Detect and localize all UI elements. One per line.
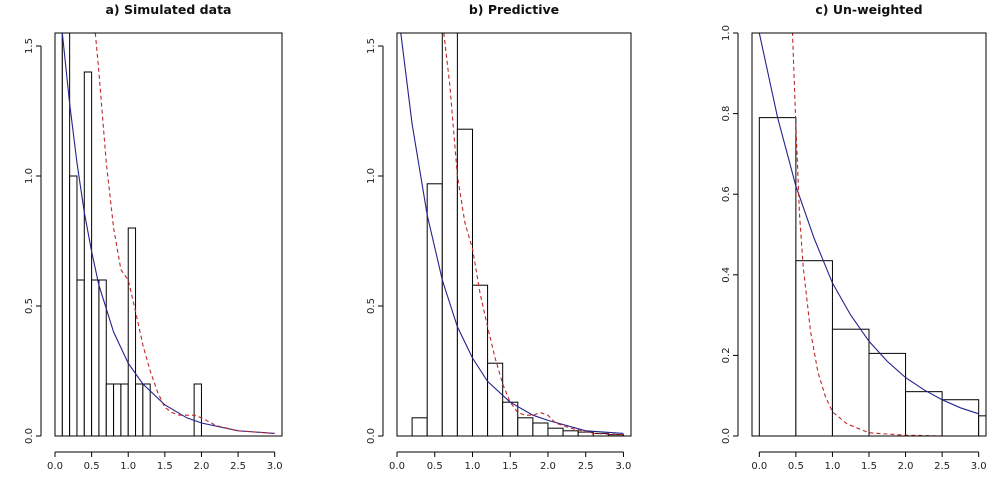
x-tick-label: 0.5 [788, 461, 804, 472]
histogram-bar [978, 415, 986, 436]
histogram-bar [517, 417, 534, 436]
histogram-bar [471, 284, 489, 436]
histogram-bar [98, 279, 107, 436]
x-tick-label: 1.0 [120, 461, 136, 472]
histogram-bar [142, 383, 151, 436]
x-tick-label: 1.0 [824, 461, 840, 472]
histogram-bar [532, 422, 549, 436]
dashed-density-line [94, 33, 275, 434]
x-tick-label: 1.0 [465, 461, 481, 472]
plot-frame [396, 32, 632, 437]
histogram-bar [55, 33, 63, 436]
x-tick-label: 2.5 [934, 461, 950, 472]
histogram-bar [69, 175, 78, 436]
histogram-bar [905, 391, 943, 436]
y-tick-label: 0.0 [366, 428, 377, 444]
dashed-density-line [443, 33, 624, 436]
histogram-bar [113, 383, 122, 436]
panel-c-un-weighted: c) Un-weighted 0.0 0.5 1.0 1.5 2.0 2.5 3.0 0.0 0… [721, 2, 987, 472]
panel-a-simulated-data: a) Simulated data 0.0 0.5 1.0 1.5 2.0 2.5 3.0 0… [24, 2, 283, 472]
x-tick-label: 3.0 [267, 461, 283, 472]
histogram-bar [193, 383, 202, 436]
x-tick-label: 3.0 [971, 461, 987, 472]
y-tick-label: 1.0 [721, 25, 732, 41]
histogram-bar [127, 227, 137, 436]
x-tick-label: 2.5 [578, 461, 594, 472]
histogram-bar [456, 128, 473, 436]
y-tick-label: 0.8 [721, 106, 732, 122]
panel-title: c) Un-weighted [815, 2, 922, 17]
y-tick-label: 1.5 [24, 38, 35, 54]
histogram-bar [831, 328, 870, 436]
histogram-bar [120, 383, 129, 436]
histogram-bar [411, 417, 428, 436]
histogram-bar [941, 399, 980, 436]
histogram-bar [105, 383, 115, 436]
x-tick-label: 0.5 [427, 461, 443, 472]
y-tick-label: 0.2 [721, 347, 732, 363]
x-tick-label: 1.5 [502, 461, 518, 472]
plot-frame [751, 32, 987, 437]
histogram-bar [758, 117, 797, 436]
solid-density-line [61, 33, 275, 434]
histogram-bar [61, 33, 71, 436]
histogram-bar [868, 352, 907, 436]
y-tick-label: 0.5 [24, 298, 35, 314]
x-tick-label: 1.5 [861, 461, 877, 472]
y-tick-label: 0.0 [24, 428, 35, 444]
histogram-bar [135, 383, 144, 436]
x-tick-label: 3.0 [615, 461, 631, 472]
panel-title: b) Predictive [469, 2, 559, 17]
histogram-bar [562, 430, 579, 436]
x-tick-label: 2.0 [193, 461, 209, 472]
solid-density-line [758, 33, 979, 415]
plot-area [758, 33, 986, 436]
x-tick-label: 0.0 [47, 461, 63, 472]
y-tick-label: 1.0 [24, 168, 35, 184]
histogram-bar [547, 427, 564, 436]
histogram-bar [76, 279, 85, 436]
panel-b-predictive: b) Predictive 0.0 0.5 1.0 1.5 2.0 2.5 3.0 0.0 0.… [366, 2, 632, 472]
histogram-bar [91, 279, 100, 436]
plot-area [55, 33, 275, 436]
histogram-bar [487, 362, 504, 436]
plot-frame [54, 32, 283, 437]
x-tick-label: 2.5 [230, 461, 246, 472]
histogram-bar [426, 183, 443, 436]
x-tick-label: 2.0 [540, 461, 556, 472]
panel-title: a) Simulated data [106, 2, 232, 17]
y-tick-label: 0.0 [721, 428, 732, 444]
y-tick-label: 1.5 [366, 38, 377, 54]
x-tick-label: 0.0 [751, 461, 767, 472]
histogram-bar [502, 401, 519, 436]
histogram-bar [83, 71, 93, 436]
x-tick-label: 0.5 [84, 461, 100, 472]
y-tick-label: 0.4 [721, 267, 732, 283]
plot-area [400, 33, 624, 436]
x-tick-label: 2.0 [898, 461, 914, 472]
x-tick-label: 0.0 [389, 461, 405, 472]
y-tick-label: 0.6 [721, 186, 732, 202]
y-tick-label: 0.5 [366, 298, 377, 314]
dashed-density-line [791, 33, 943, 436]
x-tick-label: 1.5 [157, 461, 173, 472]
histogram-bar [577, 431, 594, 436]
y-tick-label: 1.0 [366, 168, 377, 184]
